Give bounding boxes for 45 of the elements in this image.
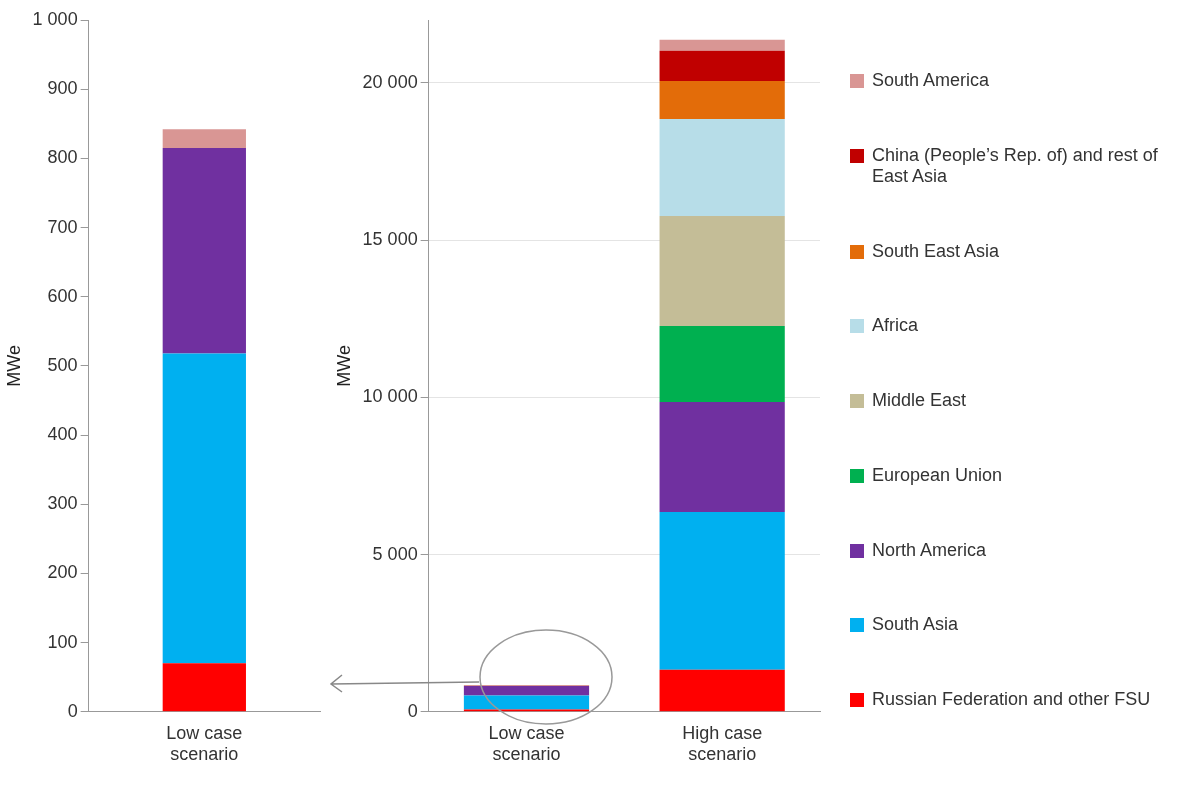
legend-label: North America: [872, 539, 987, 561]
y-tick-label: 0: [67, 700, 78, 721]
y-tick-label: 20 000: [362, 71, 418, 92]
legend-label: Russian Federation and other FSU: [872, 689, 1151, 710]
y-tick-label: 5 000: [372, 543, 418, 564]
bar: [162, 663, 246, 712]
legend-label: South Asia: [872, 614, 959, 636]
bar: [659, 39, 785, 51]
bar: [659, 215, 785, 326]
y-tick-label: 10 000: [362, 386, 418, 407]
y-tick-label: 900: [47, 78, 78, 99]
y-tick-label: 300: [47, 493, 78, 514]
legend-label: European Union: [872, 464, 1003, 486]
bar: [659, 402, 785, 513]
legend-label: South East Asia: [872, 240, 1000, 262]
bar: [162, 353, 246, 664]
x-tick-label: Low case scenario: [166, 722, 243, 765]
bar: [463, 686, 590, 696]
y-tick-label: 600: [47, 285, 78, 306]
y-tick-label: 200: [47, 562, 78, 583]
y-axis-title: MWe: [3, 345, 24, 387]
bar: [659, 81, 785, 120]
bar: [162, 147, 246, 354]
legend-label: Africa: [872, 315, 919, 337]
legend-label: South America: [872, 70, 990, 91]
y-axis-title: MWe: [333, 345, 354, 387]
legend-label: Middle East: [872, 390, 967, 411]
bar: [659, 50, 785, 81]
bar: [659, 325, 785, 403]
y-tick-label: 500: [47, 354, 78, 375]
bar: [659, 119, 785, 216]
bar: [659, 669, 785, 712]
bar: [162, 129, 246, 148]
bar: [463, 695, 590, 710]
y-tick-label: 400: [47, 424, 78, 445]
bar: [659, 512, 785, 670]
y-tick-label: 800: [47, 147, 78, 168]
y-tick-label: 100: [47, 631, 78, 652]
x-tick-label: High case scenario: [682, 722, 763, 765]
x-tick-label: Low case scenario: [488, 722, 565, 765]
y-tick-label: 1 000: [32, 8, 78, 29]
y-tick-label: 700: [47, 216, 78, 237]
legend-label: China (People’s Rep. of) and rest of East Asia: [872, 144, 1159, 187]
y-tick-label: 0: [407, 700, 418, 721]
y-tick-label: 15 000: [362, 229, 418, 250]
